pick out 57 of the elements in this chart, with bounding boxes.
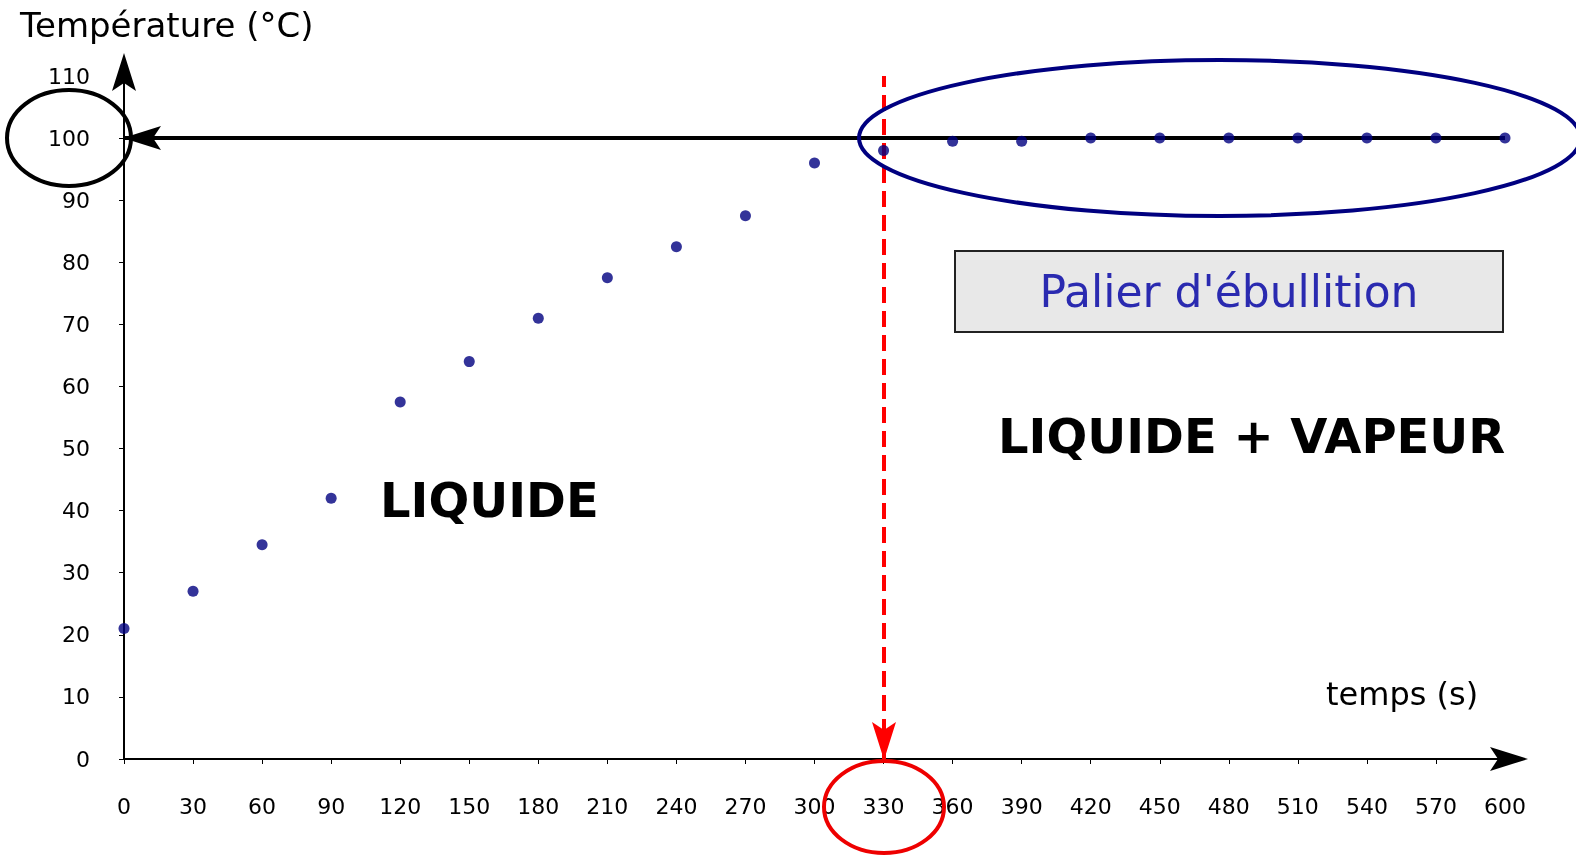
annotation: LIQUIDE <box>380 472 599 528</box>
y-tick-label: 0 <box>76 746 90 772</box>
y-tick-label: 20 <box>62 622 90 648</box>
y-tick-label: 40 <box>62 498 90 524</box>
x-tick-label: 270 <box>724 793 767 819</box>
point <box>256 539 268 551</box>
x-axis-title: temps (s) <box>1326 675 1479 713</box>
y-tick-label: 10 <box>62 684 90 710</box>
y-tick-label: 110 <box>48 63 90 89</box>
point <box>739 210 751 222</box>
x-tick-label: 240 <box>655 793 698 819</box>
x-tick-label: 30 <box>179 793 208 819</box>
x-tick-label: 540 <box>1345 793 1388 819</box>
y-tick-label: 90 <box>62 187 90 213</box>
point <box>1016 135 1028 147</box>
point <box>532 312 544 324</box>
x-tick-label: 120 <box>379 793 422 819</box>
x-tick-label: 210 <box>586 793 629 819</box>
y-tick-label: 60 <box>62 373 90 399</box>
x-tick-label: 510 <box>1276 793 1319 819</box>
x-tick-label: 150 <box>448 793 491 819</box>
point <box>1292 132 1304 144</box>
point <box>670 241 682 253</box>
x-tick-label: 390 <box>1000 793 1043 819</box>
x-tick-label: 60 <box>248 793 277 819</box>
point <box>1154 132 1166 144</box>
y-tick-label: 80 <box>62 249 90 275</box>
point <box>325 492 337 504</box>
x-tick-label: 570 <box>1414 793 1457 819</box>
point <box>878 145 890 157</box>
point <box>601 272 613 284</box>
point <box>1223 132 1235 144</box>
point <box>1085 132 1097 144</box>
point <box>1499 132 1511 144</box>
y-axis-title: Température (°C) <box>19 5 314 45</box>
point <box>118 623 130 635</box>
label-box: Palier d'ébullition <box>954 250 1504 333</box>
x-tick-label: 0 <box>117 793 131 819</box>
y-tick-label: 30 <box>62 560 90 586</box>
x-tick-label: 90 <box>317 793 346 819</box>
x-tick-label: 480 <box>1207 793 1250 819</box>
x-tick-label: 420 <box>1069 793 1112 819</box>
point <box>463 356 475 368</box>
point <box>809 157 820 169</box>
x-tick-label: 180 <box>517 793 560 819</box>
y-tick-label: 70 <box>62 311 90 337</box>
point <box>1361 132 1373 144</box>
y-tick-label: 100 <box>48 125 90 151</box>
point <box>947 135 959 147</box>
point <box>394 396 406 408</box>
annotation: LIQUIDE + VAPEUR <box>998 408 1506 464</box>
point <box>1430 132 1442 144</box>
point <box>187 585 199 597</box>
x-tick-label: 450 <box>1138 793 1181 819</box>
x-tick-label: 600 <box>1484 793 1526 819</box>
x-tick-label: 330 <box>862 793 905 819</box>
y-tick-label: 50 <box>62 436 90 462</box>
